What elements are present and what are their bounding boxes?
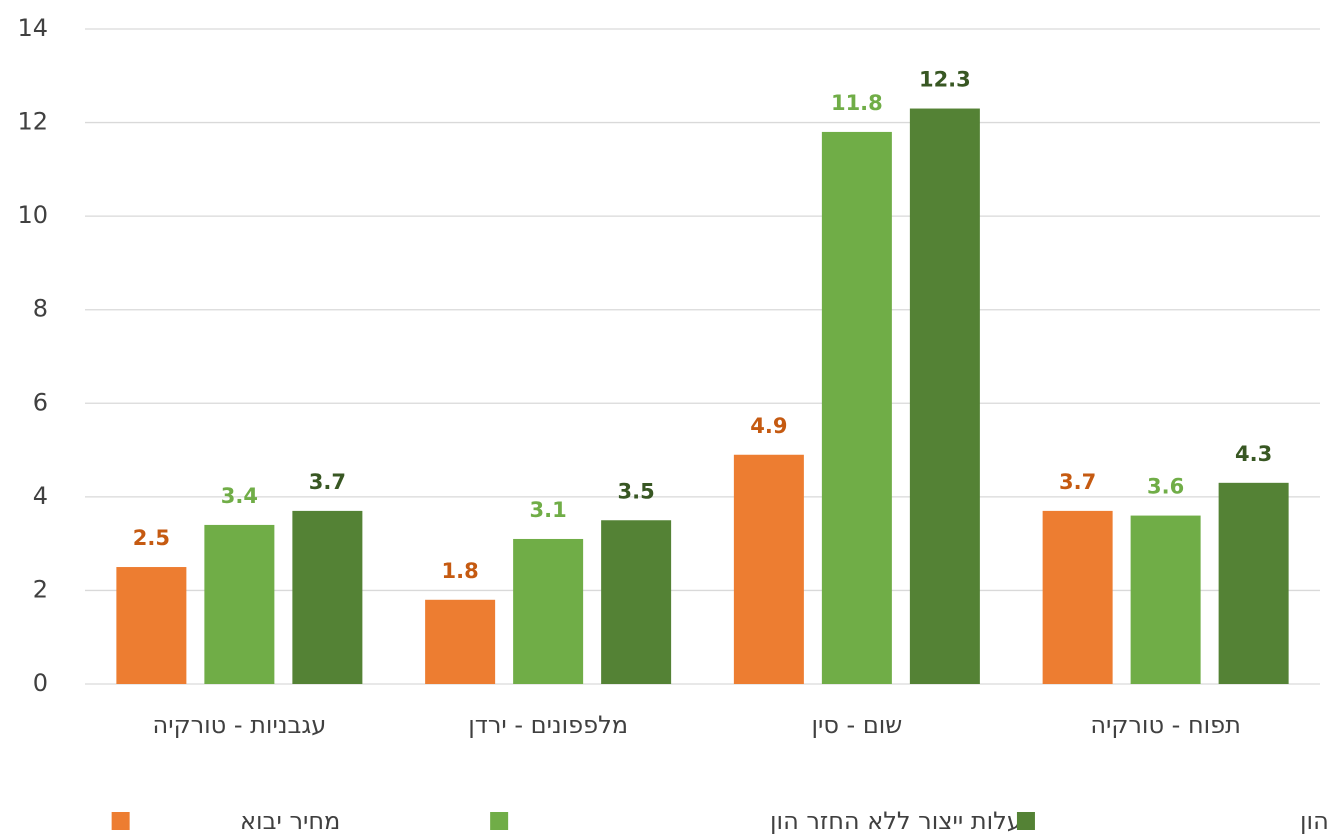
data-label: 3.7 xyxy=(1059,470,1096,494)
y-tick-label: 2 xyxy=(33,575,48,603)
data-label: 11.8 xyxy=(831,91,883,115)
data-label: 3.4 xyxy=(221,484,258,508)
data-label: 1.8 xyxy=(442,559,479,583)
bar xyxy=(1042,510,1113,684)
x-tick-label: עגבניות - טורקיה xyxy=(153,711,327,739)
legend-swatch xyxy=(111,812,130,830)
data-label: 4.9 xyxy=(750,414,787,438)
data-label: 12.3 xyxy=(919,68,971,92)
data-label: 3.7 xyxy=(309,470,346,494)
data-label: 3.1 xyxy=(530,498,567,522)
bar xyxy=(1130,515,1201,684)
bar xyxy=(733,454,804,684)
bar xyxy=(601,520,672,684)
bar xyxy=(292,510,363,684)
bar xyxy=(116,567,187,684)
legend-label: מחיר יבוא xyxy=(240,807,340,835)
legend-label: עלות ייצור כולל החזר הון xyxy=(1300,807,1332,835)
x-tick-label: תפוח - טורקיה xyxy=(1090,711,1241,739)
legend-swatch xyxy=(490,812,509,830)
bar xyxy=(909,108,980,685)
y-tick-label: 4 xyxy=(33,482,48,510)
data-label: 4.3 xyxy=(1235,442,1272,466)
y-tick-label: 6 xyxy=(33,388,48,416)
x-tick-label: שום - סין xyxy=(811,711,902,739)
y-tick-label: 10 xyxy=(17,201,48,229)
bar xyxy=(1218,482,1289,684)
legend-label: עלות ייצור ללא החזר הון xyxy=(770,807,1022,835)
x-tick-label: מלפפונים - ירדן xyxy=(468,711,628,739)
bar xyxy=(513,538,584,684)
legend-swatch xyxy=(1016,812,1035,830)
y-tick-label: 12 xyxy=(17,108,48,136)
y-tick-label: 14 xyxy=(17,14,48,42)
bar xyxy=(204,524,275,684)
data-label: 3.5 xyxy=(618,479,655,503)
data-label: 2.5 xyxy=(133,526,170,550)
y-tick-label: 8 xyxy=(33,295,48,323)
bar xyxy=(821,131,892,684)
data-label: 3.6 xyxy=(1147,475,1184,499)
y-tick-label: 0 xyxy=(33,669,48,697)
bar xyxy=(425,599,496,684)
